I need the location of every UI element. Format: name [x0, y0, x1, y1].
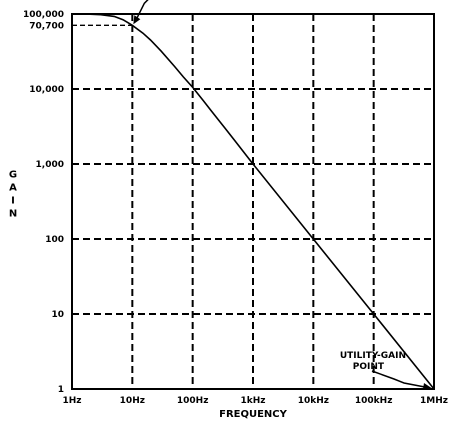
half-power-reference: 70,700	[29, 21, 133, 31]
y-axis-title-letter: A	[9, 183, 17, 194]
x-axis-title: FREQUENCY	[219, 409, 288, 420]
utility-gain-arrowhead	[423, 383, 433, 389]
x-tick-label: 1Hz	[62, 396, 81, 406]
y-axis-title-letter: I	[11, 196, 15, 207]
y-tick-label: 10	[51, 310, 64, 320]
y-axis-title: GAIN	[9, 170, 17, 220]
x-tick-label: 100Hz	[177, 396, 209, 406]
x-tick-label: 1MHz	[420, 396, 448, 406]
y-tick-label: 1,000	[36, 160, 64, 170]
plot-frame	[71, 13, 435, 390]
gain-curve	[71, 13, 435, 390]
x-tick-label: 100kHz	[355, 396, 393, 406]
x-tick-label: 10Hz	[120, 396, 145, 406]
reference-label: 70,700	[29, 21, 64, 31]
y-axis-title-letter: N	[9, 209, 17, 220]
utility-gain-arrow	[371, 370, 431, 389]
utility-gain-label: UTILITY-GAIN	[340, 351, 406, 361]
x-tick-label: 1kHz	[240, 396, 265, 406]
tick-labels: 1Hz 10Hz 100Hz 1kHz 10kHz 100kHz 1MHz 1 10 100 1,0…	[23, 10, 448, 406]
half-power-arrowhead	[133, 15, 141, 25]
y-tick-label: 100	[45, 235, 64, 245]
y-tick-label: 10,000	[29, 85, 64, 95]
y-axis-title-letter: G	[9, 170, 17, 181]
y-tick-label: 1	[58, 385, 64, 395]
half-power-arrow	[134, 0, 149, 22]
y-tick-label: 100,000	[23, 10, 64, 20]
grid-lines	[72, 14, 434, 389]
x-tick-label: 10kHz	[298, 396, 329, 406]
utility-gain-label-2: POINT	[353, 362, 385, 372]
